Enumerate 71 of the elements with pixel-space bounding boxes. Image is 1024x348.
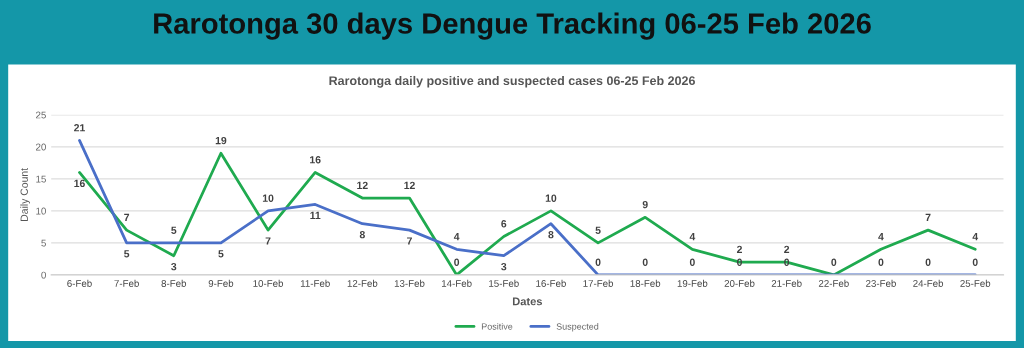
chart-title: Rarotonga 30 days Dengue Tracking 06-25 Feb 2026 xyxy=(154,12,871,40)
x-tick-label: 10-Feb xyxy=(253,279,284,287)
data-label: 6 xyxy=(501,220,507,228)
y-tick-label: 20 xyxy=(36,143,46,151)
data-label: 2 xyxy=(784,245,790,254)
data-label: 8 xyxy=(359,230,365,239)
data-label: 12 xyxy=(357,181,368,189)
data-label: 4 xyxy=(878,233,884,241)
y-axis-title: Daily Count xyxy=(20,168,30,221)
x-tick-label: 23-Feb xyxy=(866,279,896,287)
y-tick-label: 15 xyxy=(36,175,46,183)
x-tick-label: 7-Feb xyxy=(114,279,139,287)
data-label: 16 xyxy=(310,156,321,164)
data-label: 10 xyxy=(545,194,557,202)
data-label: 9 xyxy=(642,200,648,209)
data-label: 0 xyxy=(784,258,790,266)
data-label: 7 xyxy=(124,213,130,221)
data-label: 0 xyxy=(689,258,695,266)
data-label: 0 xyxy=(454,258,460,266)
x-tick-label: 24-Feb xyxy=(913,279,944,287)
legend-label: Positive xyxy=(481,323,513,330)
x-tick-label: 12-Feb xyxy=(347,279,378,287)
y-tick-label: 10 xyxy=(36,207,46,215)
data-label: 16 xyxy=(74,179,85,188)
x-tick-label: 19-Feb xyxy=(677,279,708,287)
data-label: 8 xyxy=(548,230,554,239)
data-label: 5 xyxy=(124,250,130,258)
x-tick-label: 25-Feb xyxy=(960,279,991,287)
data-label: 0 xyxy=(595,258,601,266)
x-tick-label: 9-Feb xyxy=(208,279,234,287)
data-label: 4 xyxy=(972,233,979,241)
x-axis-title: Dates xyxy=(512,297,543,306)
data-label: 19 xyxy=(215,136,227,145)
x-tick-label: 14-Feb xyxy=(441,279,472,287)
data-label: 5 xyxy=(218,250,224,258)
chart-subtitle: Rarotonga daily positive and suspected cases 06-25 Feb 2026 xyxy=(329,75,695,88)
data-label: 7 xyxy=(407,237,412,245)
data-label: 11 xyxy=(310,211,321,219)
data-label: 4 xyxy=(453,233,460,241)
data-label: 7 xyxy=(925,213,931,221)
data-label: 0 xyxy=(642,258,648,266)
x-tick-label: 22-Feb xyxy=(818,279,849,287)
y-tick-label: 5 xyxy=(41,239,46,247)
data-label: 0 xyxy=(972,258,978,266)
x-tick-label: 16-Feb xyxy=(536,279,566,287)
data-label: 21 xyxy=(74,124,85,132)
x-tick-label: 17-Feb xyxy=(583,279,614,287)
legend-label: Suspected xyxy=(556,323,599,332)
x-tick-label: 20-Feb xyxy=(724,279,755,287)
data-label: 10 xyxy=(262,194,274,202)
data-label: 12 xyxy=(404,181,415,189)
data-label: 3 xyxy=(171,262,177,271)
x-tick-label: 13-Feb xyxy=(394,279,425,287)
data-label: 5 xyxy=(171,226,177,234)
data-label: 0 xyxy=(737,258,742,266)
data-label: 7 xyxy=(265,237,271,245)
data-label: 0 xyxy=(925,258,931,266)
y-tick-label: 25 xyxy=(36,111,46,119)
x-tick-label: 18-Feb xyxy=(630,279,661,287)
data-label: 2 xyxy=(736,245,742,254)
data-label: 0 xyxy=(878,258,884,266)
y-tick-label: 0 xyxy=(41,271,46,279)
data-label: 3 xyxy=(501,262,507,271)
data-label: 5 xyxy=(595,226,601,234)
x-tick-label: 11-Feb xyxy=(300,279,330,287)
x-tick-label: 21-Feb xyxy=(771,279,802,287)
x-tick-label: 8-Feb xyxy=(161,279,187,287)
x-tick-label: 15-Feb xyxy=(489,279,519,287)
data-label: 4 xyxy=(689,233,696,241)
x-tick-label: 6-Feb xyxy=(67,279,92,287)
data-label: 0 xyxy=(831,258,837,266)
